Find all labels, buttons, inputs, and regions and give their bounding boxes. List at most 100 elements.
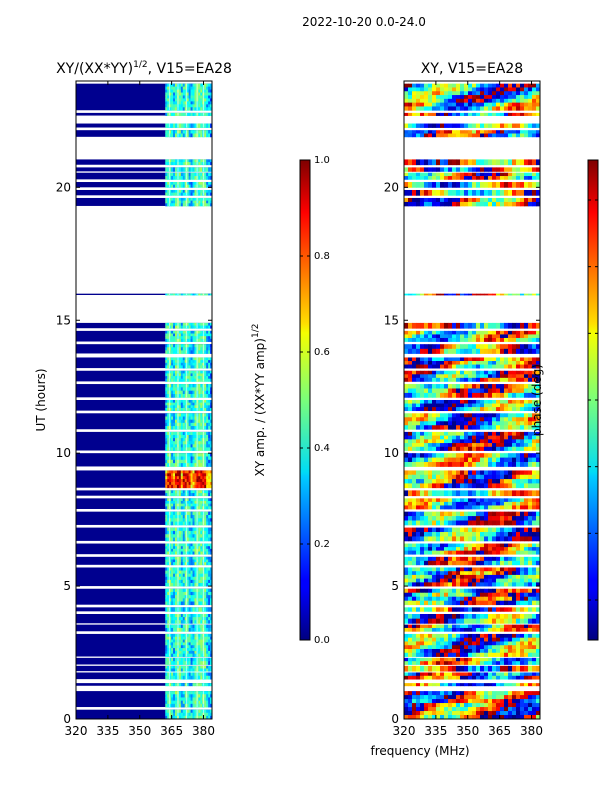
amp-x-tick: 380 xyxy=(192,81,215,738)
phase-x-ticks: 320 335 350 365 380 xyxy=(393,81,543,738)
phase-y-tick: 20 xyxy=(384,180,540,194)
amp-data-band xyxy=(76,167,212,172)
amp-x-tick-label: 380 xyxy=(192,724,215,738)
phase-axes-frame xyxy=(403,80,541,720)
phase-data-band xyxy=(404,498,540,510)
amp-data-band xyxy=(76,657,212,665)
phase-data-band xyxy=(404,607,540,612)
amp-y-tick-label: 5 xyxy=(63,579,71,593)
phase-colorbar-tick: −50 xyxy=(588,466,598,468)
phase-data-band xyxy=(404,83,540,111)
amp-panel: XY/(XX*YY)1/2, V15=EA28 320 335 350 365 380 … xyxy=(34,60,232,738)
phase-y-tick: 5 xyxy=(391,579,540,593)
phase-data-band xyxy=(404,470,540,489)
amp-data-band xyxy=(76,330,212,342)
shared-x-axis-label: frequency (MHz) xyxy=(370,744,469,758)
amp-colorbar-tick: 0.8 xyxy=(300,251,330,262)
amp-y-ticks: 0 5 10 15 20 xyxy=(56,180,212,726)
amp-data-band xyxy=(76,172,212,180)
phase-data-band xyxy=(404,665,540,672)
amp-x-tick: 335 xyxy=(96,81,119,738)
amp-data-band xyxy=(76,665,212,672)
phase-data-band xyxy=(404,197,540,207)
amp-colorbar-tick-label: 0.2 xyxy=(314,539,330,550)
amp-x-tick-label: 335 xyxy=(96,724,119,738)
amp-colorbar-gradient xyxy=(299,159,311,641)
phase-y-tick: 0 xyxy=(391,712,540,726)
phase-data-band xyxy=(404,556,540,566)
amp-data-band xyxy=(76,470,212,489)
amp-data-band xyxy=(76,709,212,719)
phase-data-band xyxy=(404,159,540,166)
phase-data-band xyxy=(404,490,540,497)
phase-data-band xyxy=(404,130,540,138)
phase-y-ticks: 0 5 10 15 20 xyxy=(384,180,540,726)
phase-data-band xyxy=(404,453,540,467)
figure-suptitle: 2022-10-20 0.0-24.0 xyxy=(302,15,426,29)
phase-data-band xyxy=(404,588,540,606)
phase-colorbar-tick: 0 xyxy=(588,399,598,401)
amp-y-tick: 15 xyxy=(56,313,212,327)
amp-y-tick: 5 xyxy=(63,579,212,593)
amp-colorbar-tick: 0.4 xyxy=(300,443,330,454)
amp-data-band xyxy=(76,400,212,412)
phase-x-tick: 320 xyxy=(393,81,416,738)
amp-axes-frame xyxy=(75,80,213,720)
phase-x-tick-label: 320 xyxy=(393,724,416,738)
amp-colorbar: 0.0 0.2 0.4 0.6 0.8 1.0 XY amp. / (XX*YY amp)… xyxy=(251,155,330,646)
amp-y-tick-label: 15 xyxy=(56,313,71,327)
phase-colorbar-tick: −100 xyxy=(588,532,598,534)
amp-data-band xyxy=(76,112,212,116)
amp-colorbar-tick: 1.0 xyxy=(300,155,330,166)
amp-data-band xyxy=(76,413,212,430)
amp-title: XY/(XX*YY)1/2, V15=EA28 xyxy=(56,60,232,77)
phase-x-tick-label: 380 xyxy=(520,724,543,738)
phase-data-band xyxy=(404,613,540,624)
amp-data-band xyxy=(76,624,212,632)
amp-y-tick: 20 xyxy=(56,180,212,194)
phase-colorbar-ticks: −150 −100 −50 0 50 100 150 xyxy=(588,199,598,601)
phase-data-band xyxy=(404,691,540,719)
phase-x-tick-label: 335 xyxy=(424,724,447,738)
amp-x-tick-label: 320 xyxy=(65,724,88,738)
amp-data-band xyxy=(76,683,212,687)
phase-data-band xyxy=(404,123,540,128)
amp-data-band xyxy=(76,357,212,369)
amp-data-band xyxy=(76,498,212,510)
amp-data-band xyxy=(76,293,212,296)
amp-data-band xyxy=(76,607,212,612)
phase-data-band xyxy=(404,543,540,555)
phase-data-band xyxy=(404,357,540,369)
phase-data-band xyxy=(404,672,540,680)
amp-data-band xyxy=(76,672,212,680)
phase-data-band xyxy=(404,567,540,587)
amp-heatmap xyxy=(76,83,212,719)
phase-x-tick: 365 xyxy=(488,81,511,738)
phase-data-band xyxy=(404,400,540,412)
phase-colorbar-tick: 150 xyxy=(588,199,598,201)
amp-data-band xyxy=(76,567,212,587)
amp-colorbar-tick: 0.0 xyxy=(300,635,330,646)
amp-colorbar-tick-label: 0.4 xyxy=(314,443,330,454)
phase-panel: XY, V15=EA28 320 335 350 365 380 0 5 10 15 20 xyxy=(384,61,543,738)
phase-data-band xyxy=(404,431,540,451)
phase-data-band xyxy=(404,189,540,196)
phase-data-band xyxy=(404,112,540,116)
amp-y-tick-label: 20 xyxy=(56,180,71,194)
phase-x-tick-label: 350 xyxy=(456,724,479,738)
phase-data-band xyxy=(404,683,540,687)
amp-data-band xyxy=(76,130,212,138)
phase-data-band xyxy=(404,167,540,172)
amp-data-band xyxy=(76,613,212,624)
amp-x-tick-label: 350 xyxy=(128,724,151,738)
phase-data-band xyxy=(404,322,540,329)
amp-data-band xyxy=(76,527,212,542)
amp-colorbar-tick-label: 0.8 xyxy=(314,251,330,262)
phase-data-band xyxy=(404,657,540,665)
phase-x-tick: 350 xyxy=(456,81,479,738)
amp-x-tick: 365 xyxy=(160,81,183,738)
amp-data-band xyxy=(76,453,212,467)
amp-data-band xyxy=(76,159,212,166)
phase-data-band xyxy=(404,511,540,526)
